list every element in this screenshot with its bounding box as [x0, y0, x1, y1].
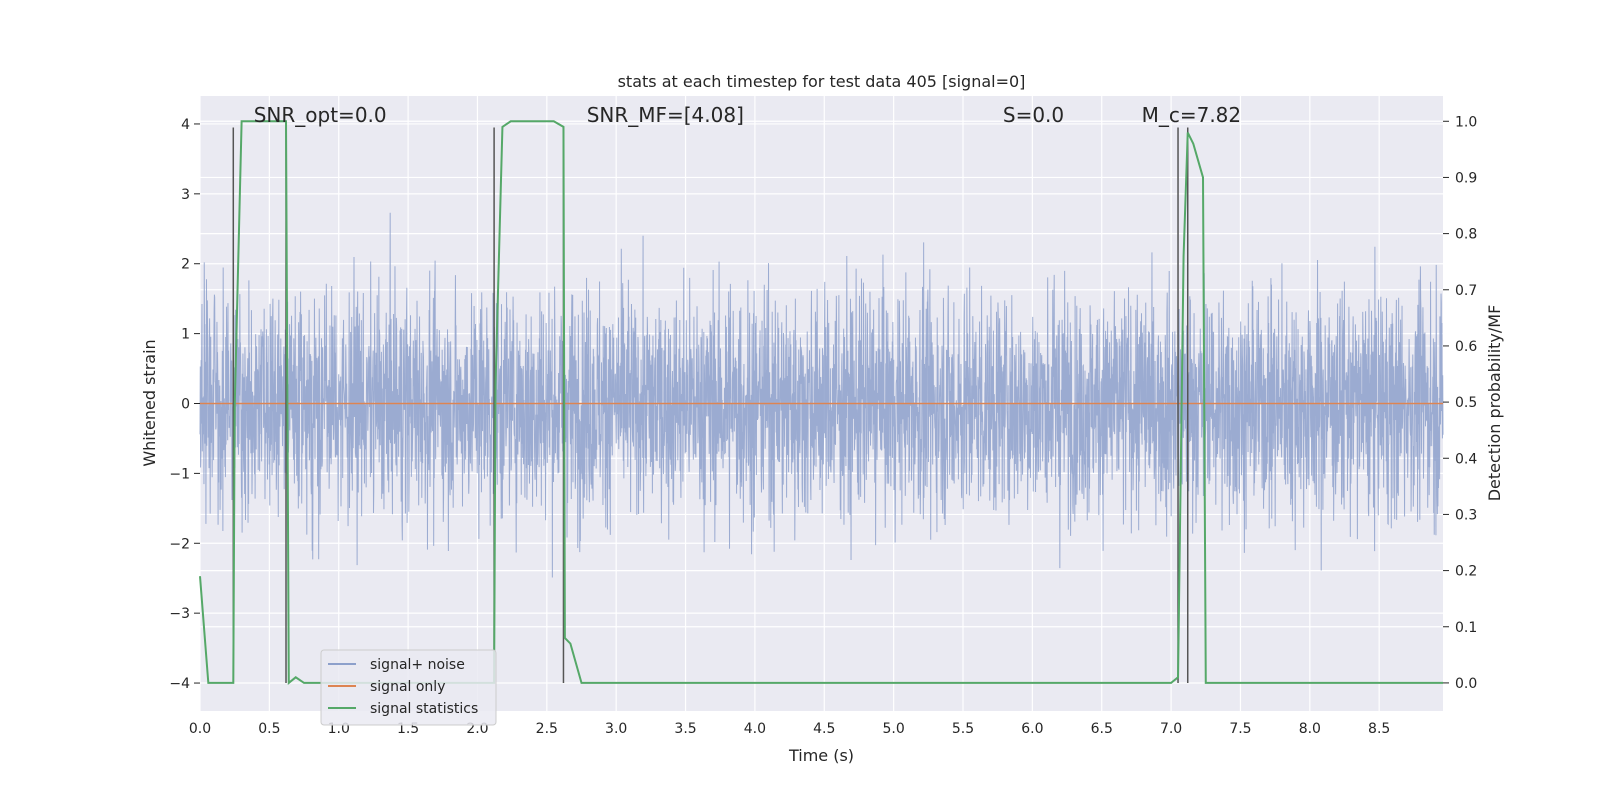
x-tick-label: 7.5	[1229, 721, 1251, 737]
x-tick-label: 8.0	[1299, 721, 1321, 737]
y-tick-label: −4	[169, 676, 190, 692]
x-tick-label: 6.0	[1021, 721, 1043, 737]
y-tick-label: 2	[181, 257, 190, 273]
y-right-tick-label: 0.1	[1455, 620, 1477, 636]
y-right-tick-label: 0.6	[1455, 339, 1477, 355]
x-tick-label: 5.0	[883, 721, 905, 737]
noise-series	[199, 212, 1444, 578]
y-axis-ticks: −4 −3 −2 −1 0 1 2 3 4	[169, 117, 200, 692]
x-tick-label: 3.0	[605, 721, 627, 737]
legend-label-noise: signal+ noise	[370, 657, 465, 673]
y-tick-label: 4	[181, 117, 190, 133]
legend: signal+ noise signal only signal statist…	[320, 649, 497, 726]
x-tick-label: 4.0	[744, 721, 766, 737]
annotation: SNR_opt=0.0	[254, 103, 387, 127]
x-tick-label: 0.0	[189, 721, 211, 737]
legend-label-stats: signal statistics	[370, 701, 478, 717]
x-tick-label: 4.5	[813, 721, 835, 737]
x-tick-label: 0.5	[258, 721, 280, 737]
y-axis-right-label: Detection probability/MF	[1485, 305, 1504, 502]
y-right-tick-label: 0.8	[1455, 227, 1477, 243]
y-right-tick-label: 0.5	[1455, 395, 1477, 411]
x-tick-label: 7.0	[1160, 721, 1182, 737]
y-right-tick-label: 0.0	[1455, 676, 1477, 692]
stats-series	[199, 120, 1443, 686]
noise-line	[199, 212, 1444, 578]
y-right-tick-label: 1.0	[1455, 114, 1477, 130]
y-right-tick-label: 0.7	[1455, 283, 1477, 299]
y-right-tick-label: 0.3	[1455, 507, 1477, 523]
y-right-tick-label: 0.2	[1455, 564, 1477, 580]
x-tick-label: 2.5	[536, 721, 558, 737]
x-axis-label: Time (s)	[788, 746, 854, 765]
y-axis-label: Whitened strain	[140, 339, 159, 466]
annotation: SNR_MF=[4.08]	[587, 103, 744, 127]
x-tick-label: 8.5	[1368, 721, 1390, 737]
chart-title: stats at each timestep for test data 405…	[618, 72, 1026, 91]
stats-line	[199, 120, 1443, 686]
legend-box	[320, 649, 497, 726]
y-tick-label: 0	[181, 397, 190, 413]
x-axis-ticks: 0.0 0.5 1.0 1.5 2.0 2.5 3.0 3.5 4.0 4.5 5.0 5.5 6.0 6…	[189, 721, 1390, 737]
y-right-tick-label: 0.9	[1455, 170, 1477, 186]
x-tick-label: 5.5	[952, 721, 974, 737]
y-tick-label: −2	[169, 536, 190, 552]
y-tick-label: 3	[181, 187, 190, 203]
legend-label-signal-only: signal only	[370, 679, 445, 695]
y-tick-label: −3	[169, 606, 190, 622]
y-axis-right-ticks: 0.0 0.1 0.2 0.3 0.4 0.5 0.6 0.7 0.8 0.9 1.0	[1443, 114, 1477, 692]
y-right-tick-label: 0.4	[1455, 451, 1477, 467]
annotations: SNR_opt=0.0 SNR_MF=[4.08] S=0.0 M_c=7.82	[254, 103, 1241, 127]
annotation: S=0.0	[1003, 103, 1064, 127]
x-tick-label: 6.5	[1091, 721, 1113, 737]
x-tick-label: 3.5	[674, 721, 696, 737]
y-tick-label: −1	[169, 466, 190, 482]
y-tick-label: 1	[181, 327, 190, 343]
annotation: M_c=7.82	[1142, 103, 1242, 127]
